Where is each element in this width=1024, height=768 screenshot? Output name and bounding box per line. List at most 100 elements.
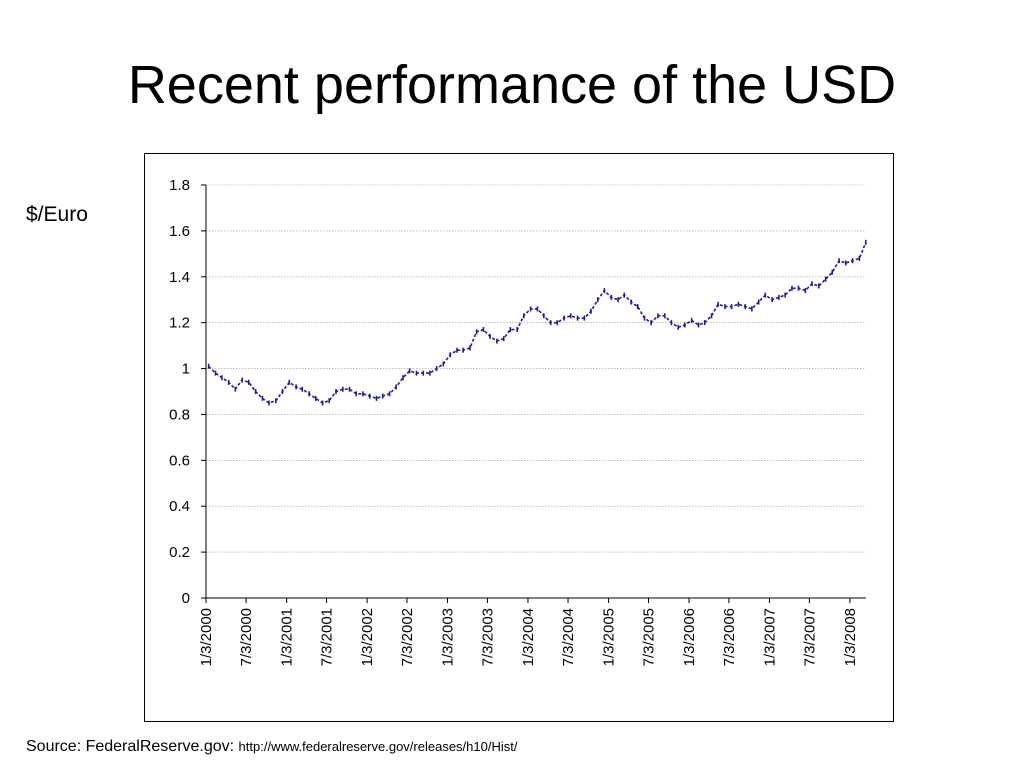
data-point	[663, 313, 666, 319]
data-point	[784, 292, 786, 298]
x-tick-label: 1/3/2005	[601, 608, 618, 666]
source-url: http://www.federalreserve.gov/releases/h…	[238, 739, 518, 754]
data-point	[275, 398, 277, 404]
y-tick-label: 0.8	[169, 406, 190, 423]
data-point	[684, 322, 686, 328]
y-tick-label: 1.8	[169, 177, 190, 194]
x-tick-label: 1/3/2006	[681, 608, 698, 666]
data-point	[355, 391, 358, 397]
data-point	[617, 297, 619, 303]
data-point	[650, 320, 652, 326]
data-point	[402, 375, 404, 381]
y-tick-label: 0	[182, 590, 190, 607]
data-point	[757, 299, 760, 305]
x-tick-label: 1/3/2004	[520, 608, 537, 666]
data-point	[657, 313, 659, 319]
data-point	[590, 308, 592, 314]
data-point	[677, 324, 680, 330]
data-point	[362, 391, 364, 397]
x-tick-label: 7/3/2005	[640, 608, 657, 666]
data-point	[268, 400, 270, 406]
x-tick-label: 7/3/2000	[238, 608, 255, 666]
x-tick-label: 7/3/2003	[479, 608, 496, 666]
data-point	[851, 258, 854, 264]
data-point	[737, 301, 740, 307]
y-axis-label: $/Euro	[26, 203, 88, 226]
data-point	[348, 386, 351, 392]
data-point	[697, 322, 700, 328]
data-point	[636, 304, 639, 310]
data-point	[254, 389, 257, 394]
data-point	[241, 377, 243, 383]
data-point	[261, 395, 264, 401]
data-point	[831, 269, 834, 275]
data-point	[670, 320, 673, 326]
x-tick-label: 7/3/2002	[399, 608, 416, 666]
data-point	[710, 313, 713, 319]
data-point	[449, 352, 451, 358]
data-point	[569, 313, 572, 319]
data-point	[234, 386, 237, 392]
data-point	[442, 361, 445, 367]
y-tick-label: 1.6	[169, 223, 190, 240]
data-point	[764, 292, 767, 298]
data-point	[858, 255, 861, 261]
x-tick-label: 7/3/2006	[721, 608, 738, 666]
data-point	[308, 391, 310, 397]
x-tick-label: 1/3/2000	[198, 608, 215, 666]
data-point	[321, 400, 324, 406]
x-tick-label: 1/3/2008	[842, 608, 859, 666]
data-point	[751, 306, 753, 312]
data-point	[227, 379, 230, 385]
data-point	[838, 258, 840, 264]
data-point	[576, 315, 579, 321]
data-point	[543, 313, 545, 319]
data-point	[408, 368, 411, 374]
y-tick-label: 1.4	[169, 269, 190, 286]
data-point	[643, 315, 646, 321]
data-point	[489, 333, 491, 339]
data-point	[797, 285, 800, 291]
data-point	[456, 347, 458, 353]
data-point	[824, 276, 827, 282]
data-point	[395, 384, 397, 390]
data-point	[522, 313, 525, 319]
data-point	[475, 329, 478, 335]
data-point	[482, 327, 485, 333]
data-point	[502, 336, 505, 342]
data-point	[381, 393, 384, 399]
data-point	[509, 327, 512, 333]
data-point	[301, 386, 304, 392]
data-point	[469, 345, 471, 351]
data-point	[864, 239, 867, 245]
data-point	[295, 384, 297, 390]
data-point	[818, 283, 820, 289]
data-point	[247, 379, 250, 385]
data-point	[603, 288, 606, 294]
source-note: Source: FederalReserve.gov: http://www.f…	[26, 738, 517, 756]
line-chart: 0 0.2 0.4 0.6 0.8 1 1.2 1.4 1.6 1.8 1/3/2000 7/3/20…	[169, 177, 867, 666]
data-point	[342, 386, 344, 392]
data-point	[221, 375, 223, 381]
data-point	[556, 320, 559, 326]
data-point	[281, 389, 284, 394]
data-point	[623, 292, 626, 298]
data-point	[703, 320, 706, 326]
data-point	[549, 320, 552, 326]
data-point	[844, 260, 847, 266]
data-point	[791, 285, 793, 291]
x-tick-label: 1/3/2007	[761, 608, 778, 666]
data-point	[462, 347, 464, 353]
data-point	[422, 370, 425, 376]
data-point	[288, 379, 291, 385]
source-prefix: Source: FederalReserve.gov:	[26, 738, 239, 755]
x-tick-label: 1/3/2001	[279, 608, 296, 666]
data-point	[610, 294, 613, 300]
data-point	[804, 288, 807, 294]
data-point	[429, 370, 431, 376]
data-point	[597, 297, 599, 303]
y-tick-label: 1.2	[169, 315, 190, 332]
x-tick-label: 7/3/2004	[560, 608, 577, 666]
data-point	[388, 391, 391, 397]
data-point	[771, 297, 773, 303]
